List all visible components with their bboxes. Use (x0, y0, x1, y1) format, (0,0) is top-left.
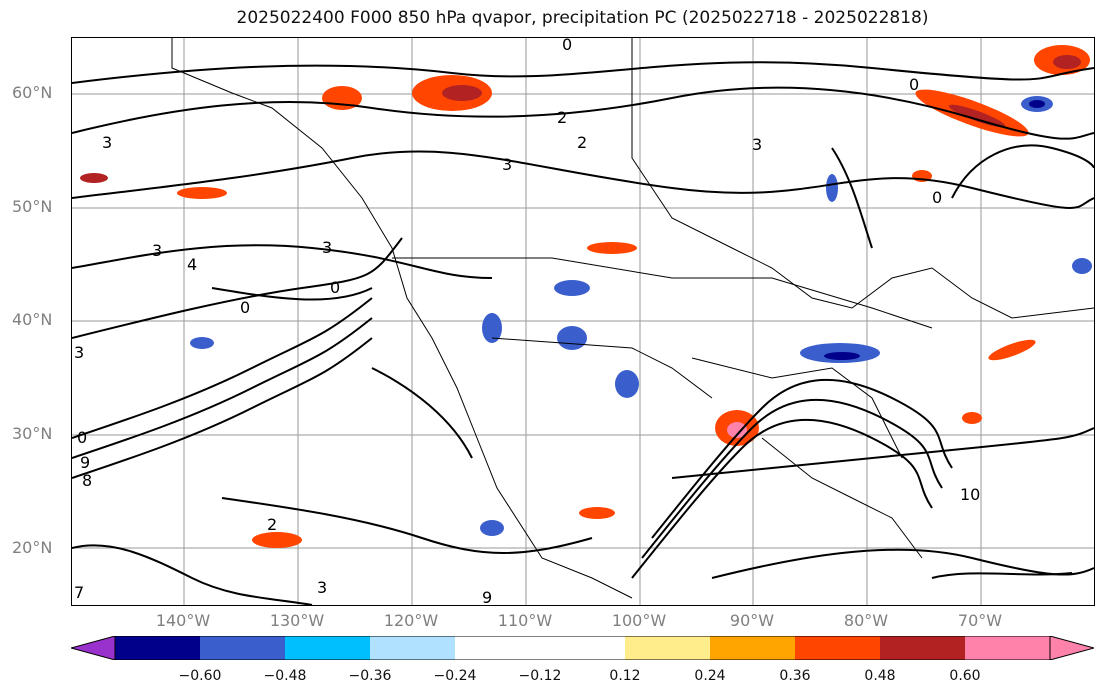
coastlines (171, 38, 1094, 599)
map-drawing: 0 2 3 3 3 2 3 0 3 4 0 3 0 2 9 7 8 0 10 0… (72, 38, 1094, 605)
contour-label: 3 (752, 135, 762, 154)
contour-label: 9 (482, 588, 492, 605)
colorbar-segment (455, 636, 625, 660)
contour-label: 10 (960, 485, 980, 504)
contour-label: 0 (77, 428, 87, 447)
colorbar-segment (795, 636, 880, 660)
colorbar-tick: 0.12 (609, 668, 641, 684)
contour-label: 4 (187, 255, 197, 274)
contour-label: 0 (330, 278, 340, 297)
graticule (72, 38, 1094, 605)
lat-label: 20°N (12, 538, 53, 557)
colorbar-segment (880, 636, 965, 660)
lat-label: 30°N (12, 424, 53, 443)
colorbar-tick: −0.36 (348, 668, 392, 684)
colorbar-tick: 0.60 (949, 668, 981, 684)
map-title: 2025022400 F000 850 hPa qvapor, precipit… (236, 8, 929, 28)
contour-labels: 0 2 3 3 3 2 3 0 3 4 0 3 0 2 9 7 8 0 10 0… (74, 38, 980, 605)
lon-label: 70°W (957, 611, 1003, 630)
contour-label: 2 (557, 108, 567, 127)
colorbar-segment (285, 636, 370, 660)
colorbar-segment (965, 636, 1050, 660)
lon-label: 100°W (611, 611, 667, 630)
colorbar-tick: −0.24 (433, 668, 477, 684)
colorbar-segment (625, 636, 710, 660)
lon-label: 80°W (843, 611, 889, 630)
colorbar-segment (370, 636, 455, 660)
lon-label: 120°W (383, 611, 439, 630)
contour-label: 7 (74, 583, 84, 602)
lon-label: 110°W (497, 611, 553, 630)
colorbar-tick: −0.60 (178, 668, 222, 684)
contour-label: 2 (577, 133, 587, 152)
colorbar-tick: −0.12 (518, 668, 562, 684)
contour-label: 0 (932, 188, 942, 207)
contour-label: 2 (267, 515, 277, 534)
colorbar-tick: 0.48 (864, 668, 896, 684)
contour-label: 3 (74, 343, 84, 362)
lat-label: 60°N (12, 83, 53, 102)
lat-label: 50°N (12, 197, 53, 216)
map-panel: 0 2 3 3 3 2 3 0 3 4 0 3 0 2 9 7 8 0 10 0… (71, 37, 1095, 606)
contour-label: 3 (102, 133, 112, 152)
colorbar-tick: 0.24 (694, 668, 726, 684)
contour-label: 3 (322, 238, 332, 257)
contour-label: 0 (909, 75, 919, 94)
colorbar-segment (115, 636, 200, 660)
colorbar-extend-low (71, 636, 116, 660)
colorbar-extend-high (1049, 636, 1094, 660)
contour-label: 8 (82, 471, 92, 490)
contour-label: 9 (80, 453, 90, 472)
lon-label: 140°W (155, 611, 211, 630)
lat-label: 40°N (12, 310, 53, 329)
contour-label: 0 (240, 298, 250, 317)
lon-label: 130°W (269, 611, 325, 630)
contour-label: 3 (502, 155, 512, 174)
colorbar-segment (200, 636, 285, 660)
contour-label: 3 (317, 578, 327, 597)
contour-label: 3 (152, 241, 162, 260)
colorbar-tick: −0.48 (263, 668, 307, 684)
lon-label: 90°W (729, 611, 775, 630)
qvapor-contours (72, 61, 1094, 605)
colorbar-tick: 0.36 (779, 668, 811, 684)
precip-shading (80, 45, 1092, 548)
colorbar (71, 636, 1094, 660)
colorbar-segment (710, 636, 795, 660)
contour-label: 0 (562, 38, 572, 54)
